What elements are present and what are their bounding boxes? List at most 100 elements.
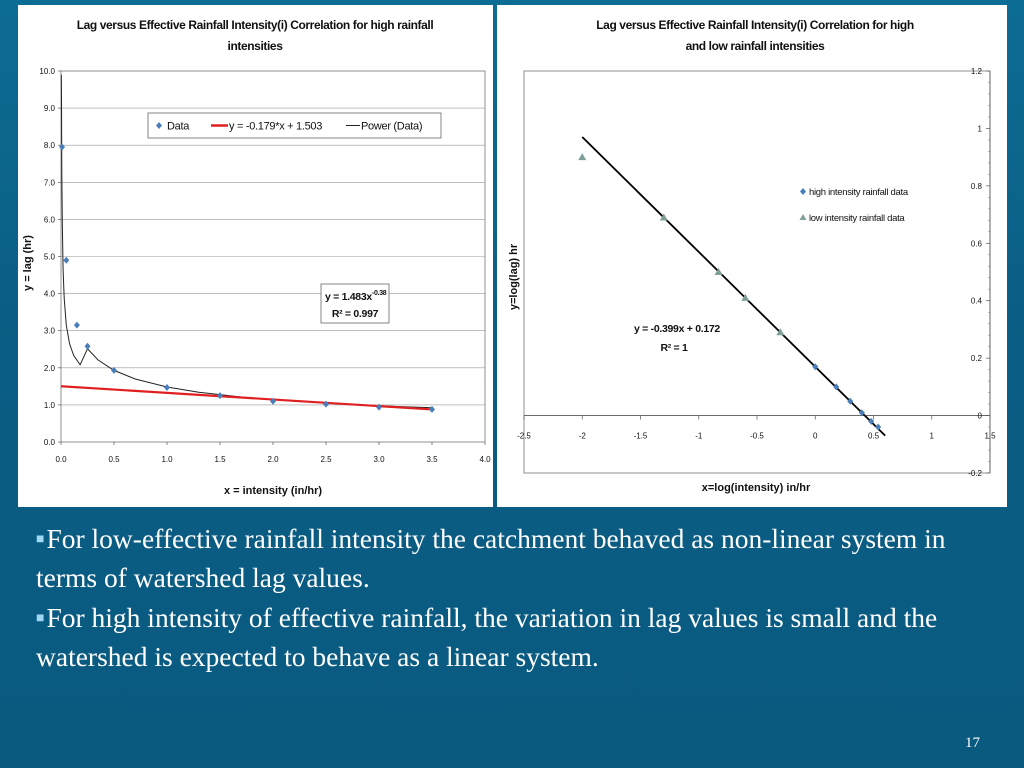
- y-tick-label: 0.2: [971, 354, 983, 363]
- equation-box: y = 1.483x-0.38 R² = 0.997: [320, 283, 390, 324]
- legend-linear-label: y = -0.179*x + 1.503: [229, 121, 322, 133]
- high-intensity-point: [858, 409, 865, 417]
- x-tick-label: 1.0: [161, 455, 173, 464]
- y-tick-label: 1.2: [971, 67, 983, 76]
- high-intensity-point: [847, 397, 854, 405]
- y-axis-label: y = lag (hr): [22, 235, 34, 291]
- data-point: [323, 400, 329, 408]
- y-tick-label: -0.2: [968, 469, 982, 478]
- bullet-text: For high intensity of effective rainfall…: [36, 602, 938, 672]
- x-tick-label: 0.0: [55, 455, 67, 464]
- bullet-item: ■For high intensity of effective rainfal…: [36, 599, 986, 676]
- x-tick-label: -2: [579, 432, 587, 441]
- legend-high-marker: [800, 188, 806, 195]
- bullet-item: ■For low-effective rainfall intensity th…: [36, 520, 986, 597]
- high-intensity-point: [868, 417, 875, 425]
- high-intensity-point: [833, 383, 840, 391]
- x-tick-label: 3.5: [426, 455, 438, 464]
- data-point: [63, 256, 70, 264]
- x-tick-label: -1: [695, 432, 703, 441]
- data-point: [376, 403, 382, 411]
- x-tick-label: 3.0: [373, 455, 385, 464]
- chart-title-line-1: Lag versus Effective Rainfall Intensity(…: [77, 18, 434, 32]
- linear-r-squared: R² = 1: [660, 342, 688, 354]
- data-point: [429, 405, 435, 413]
- linear-fit-line-segment: [60, 385, 433, 411]
- y-tick-label: 1: [978, 124, 983, 133]
- legend: high intensity rainfall data low intensi…: [799, 187, 909, 224]
- equation-box-frame: [320, 283, 390, 324]
- data-point: [111, 366, 117, 374]
- chart-panel-right: Lag versus Effective Rainfall Intensity(…: [497, 5, 1007, 507]
- x-tick-label: 1.5: [214, 455, 226, 464]
- y-tick-label: 5.0: [44, 253, 56, 262]
- linear-equation: y = -0.399x + 0.172: [634, 323, 720, 335]
- x-axis-label: x = intensity (in/hr): [224, 485, 322, 497]
- bullet-square-icon: ■: [36, 611, 45, 626]
- data-points: [578, 153, 882, 431]
- y-tick-label: 1.0: [44, 401, 56, 410]
- legend-low-label: low intensity rainfall data: [809, 213, 905, 224]
- y-tick-label: 0.4: [971, 297, 983, 306]
- y-tick-label: 10.0: [39, 67, 55, 76]
- y-tick-label: 7.0: [44, 178, 56, 187]
- data-point: [84, 342, 91, 350]
- y-axis-label: y=log(lag) hr: [508, 243, 520, 310]
- legend: Data y = -0.179*x + 1.503 Power (Data): [147, 112, 442, 139]
- low-intensity-point: [659, 213, 668, 221]
- plot-area: [58, 70, 486, 445]
- low-intensity-point: [776, 328, 785, 336]
- y-tick-label: 0.8: [971, 182, 983, 191]
- page-number: 17: [965, 735, 980, 751]
- x-tick-label: 2.0: [267, 455, 279, 464]
- legend-box: [147, 112, 442, 139]
- y-tick-label: 0.0: [44, 438, 56, 447]
- y-tick-label: 4.0: [44, 290, 56, 299]
- y-tick-label: 0.6: [971, 239, 983, 248]
- power-r-squared: R² = 0.997: [332, 308, 379, 320]
- legend-power-label: Power (Data): [361, 121, 422, 133]
- x-tick-labels: 0.0 0.5 1.0 1.5 2.0 2.5 3.0 3.5 4.0: [55, 455, 491, 464]
- y-tick-label: 3.0: [44, 327, 56, 336]
- legend-high-label: high intensity rainfall data: [809, 187, 909, 198]
- low-intensity-point: [714, 268, 723, 275]
- chart-title-line-2: and low rainfall intensities: [686, 39, 826, 53]
- x-tick-labels: -2.5 -2 -1.5 -1 -0.5 0 0.5 1 1.5: [517, 432, 996, 441]
- bullet-square-icon: ■: [36, 532, 45, 547]
- y-tick-label: 8.0: [44, 141, 56, 150]
- x-tick-label: 1.5: [984, 432, 996, 441]
- x-tick-label: 1: [930, 432, 935, 441]
- data-point: [73, 321, 80, 329]
- legend-low-marker: [799, 214, 807, 220]
- data-point: [59, 143, 66, 151]
- x-tick-label: 0.5: [868, 432, 880, 441]
- data-point: [270, 397, 276, 405]
- chart-lag-vs-intensity: Lag versus Effective Rainfall Intensity(…: [22, 18, 491, 497]
- chart-log-lag-vs-log-intensity: Lag versus Effective Rainfall Intensity(…: [508, 18, 996, 494]
- x-tick-label: 4.0: [479, 455, 491, 464]
- x-tick-label: 0.5: [108, 455, 120, 464]
- chart-title-line-2: intensities: [228, 39, 284, 53]
- y-tick-label: 9.0: [44, 104, 56, 113]
- data-point: [164, 383, 170, 391]
- y-tick-label: 6.0: [44, 215, 56, 224]
- y-tick-labels: -0.2 0 0.2 0.4 0.6 0.8 1 1.2: [968, 67, 982, 478]
- gridlines: [61, 107, 485, 406]
- bullet-text: For low-effective rainfall intensity the…: [36, 523, 946, 593]
- plot-area: [523, 70, 991, 474]
- y-tick-label: 2.0: [44, 364, 56, 373]
- x-tick-label: -2.5: [517, 432, 531, 441]
- power-equation: y = 1.483x-0.38: [325, 290, 387, 303]
- bullet-list: ■For low-effective rainfall intensity th…: [36, 520, 986, 678]
- chart-panel-left: Lag versus Effective Rainfall Intensity(…: [18, 5, 493, 507]
- data-points: [59, 143, 435, 413]
- plot-frame: [523, 70, 991, 474]
- legend-data-label: Data: [167, 121, 190, 133]
- x-tick-label: 2.5: [320, 455, 332, 464]
- low-intensity-point: [578, 153, 587, 161]
- x-axis-label: x=log(intensity) in/hr: [702, 482, 811, 494]
- linear-fit-line: [581, 136, 886, 437]
- x-tick-label: 0: [813, 432, 818, 441]
- low-intensity-point: [741, 293, 750, 301]
- data-point: [217, 392, 223, 400]
